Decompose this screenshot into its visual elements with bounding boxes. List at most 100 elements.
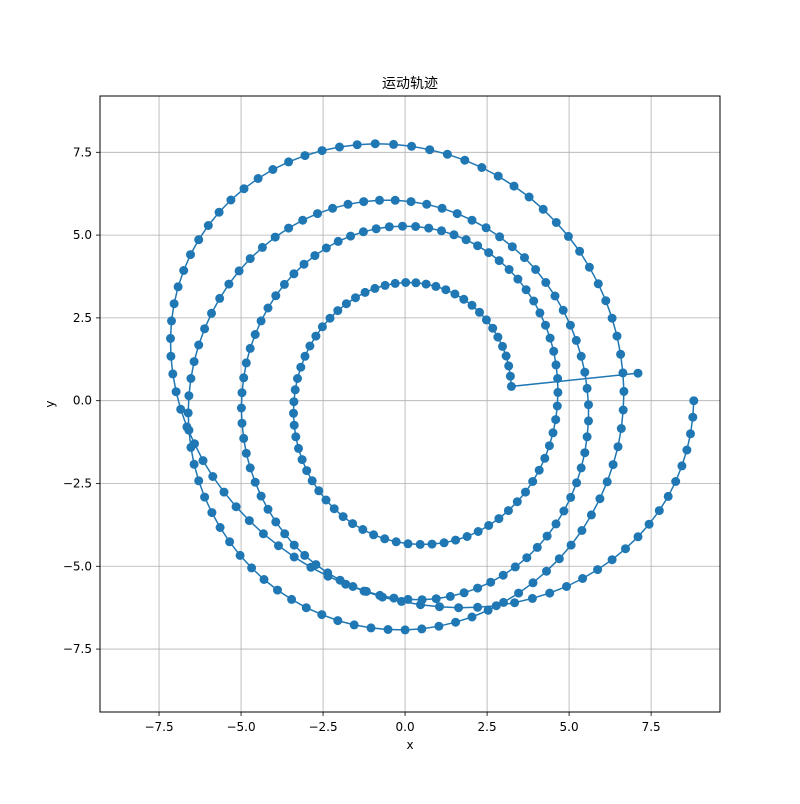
trajectory-point (601, 296, 611, 306)
trajectory-point (321, 495, 331, 505)
trajectory-point (538, 204, 548, 214)
ticks: −7.5 −5.0 −2.5 0.0 2.5 5.0 7.5 −7.5 −5.0 −2.5 0.0 2… (63, 145, 661, 734)
trajectory-point (644, 519, 654, 529)
trajectory-point (325, 313, 335, 323)
trajectory-point (576, 463, 586, 473)
trajectory-point (437, 226, 446, 236)
trajectory-point (437, 203, 447, 213)
trajectory-point (545, 333, 555, 343)
trajectory-point (618, 368, 628, 378)
chart-title: 运动轨迹 (382, 76, 438, 92)
trajectory-point (618, 405, 628, 415)
trajectory-point (333, 616, 343, 626)
trajectory-point (488, 323, 498, 333)
trajectory-point (571, 335, 581, 345)
plot-frame (99, 95, 721, 713)
trajectory-point (521, 285, 531, 295)
trajectory-point (358, 525, 368, 534)
y-axis-label: y (43, 400, 57, 407)
trajectory-point (321, 243, 331, 253)
trajectory-point (284, 223, 294, 233)
trajectory-point (551, 218, 561, 227)
trajectory-point (425, 145, 435, 155)
trajectory-point (586, 510, 596, 520)
trajectory-point (296, 362, 306, 372)
trajectory-point (257, 242, 267, 252)
trajectory-point (607, 313, 617, 323)
trajectory-point (439, 538, 449, 548)
trajectory-point (335, 142, 344, 152)
trajectory-point (504, 265, 514, 274)
trajectory-point (244, 516, 254, 526)
trajectory-point (289, 552, 299, 562)
trajectory-point (207, 508, 217, 518)
trajectory-point (575, 246, 585, 256)
trajectory-point (607, 555, 617, 565)
trajectory-point (189, 459, 199, 469)
trajectory-point (289, 397, 299, 407)
trajectory-point (616, 424, 626, 433)
trajectory-point (311, 560, 321, 570)
trajectory-point (467, 215, 477, 225)
trajectory-point (341, 299, 351, 309)
x-tick-label: −5.0 (226, 720, 255, 734)
trajectory-point (424, 223, 434, 233)
trajectory-point (287, 594, 297, 604)
y-tick-label: 7.5 (73, 145, 92, 159)
trajectory-point (461, 235, 471, 245)
trajectory-point (462, 532, 472, 541)
trajectory-point (513, 274, 523, 284)
trajectory-point (380, 534, 390, 544)
trajectory-point (166, 351, 176, 361)
trajectory-point (403, 539, 413, 549)
trajectory-point (194, 476, 204, 486)
trajectory-point (234, 266, 244, 276)
trajectory-point (495, 232, 505, 242)
trajectory-point (510, 598, 520, 608)
trajectory-point (259, 575, 269, 584)
trajectory-point (663, 491, 673, 501)
trajectory-point (389, 139, 399, 149)
trajectory-point (582, 432, 592, 442)
trajectory-point (577, 526, 587, 535)
trajectory-point (343, 199, 353, 209)
trajectory-point (528, 477, 538, 486)
trajectory-point (484, 521, 494, 530)
trajectory-point (300, 351, 310, 361)
trajectory-point (369, 530, 379, 540)
trajectory-point (551, 360, 561, 370)
trajectory-point (501, 351, 511, 361)
trajectory-point (527, 593, 537, 603)
trajectory-point (452, 209, 462, 219)
trajectory-point (273, 585, 282, 595)
trajectory-point (450, 289, 460, 299)
trajectory-point (422, 199, 432, 209)
trajectory-point (553, 387, 563, 397)
trajectory-point (528, 578, 538, 588)
trajectory-point (514, 588, 524, 598)
trajectory-point (166, 333, 175, 343)
trajectory-point (359, 197, 369, 207)
x-tick-label: −7.5 (144, 720, 173, 734)
trajectory-point (403, 594, 413, 604)
trajectory-point (593, 565, 603, 575)
trajectory-point (427, 539, 437, 549)
trajectory-point (289, 420, 299, 430)
trajectory-point (305, 341, 315, 351)
trajectory-point (509, 181, 519, 191)
trajectory-point (239, 184, 249, 194)
trajectory-point (473, 602, 483, 612)
trajectory-point (186, 374, 196, 383)
trajectory-point (506, 381, 516, 391)
trajectory-point (189, 357, 199, 367)
trajectory-point (451, 535, 461, 545)
trajectory-point (237, 388, 247, 398)
trajectory-point (633, 368, 643, 378)
trajectory-point (549, 346, 559, 356)
trajectory-point (236, 403, 246, 413)
trajectory-point (507, 242, 517, 252)
trajectory-point (214, 207, 224, 217)
trajectory-point (239, 433, 249, 443)
trajectory-point (566, 540, 576, 550)
